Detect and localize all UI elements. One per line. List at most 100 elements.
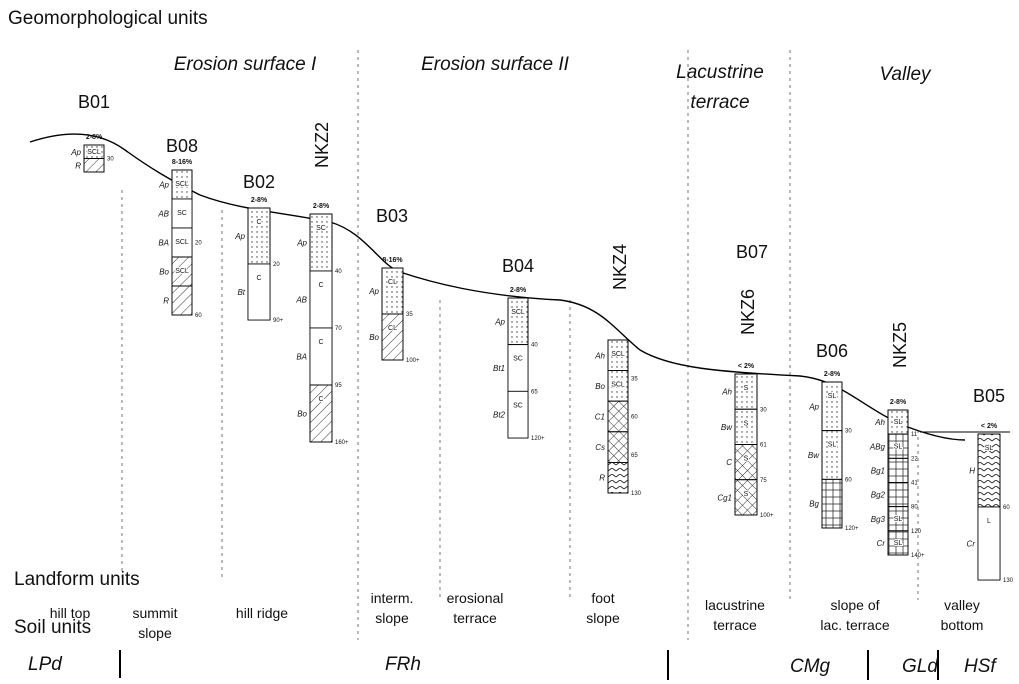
horizon-name: C1	[595, 413, 605, 422]
depth: 140+	[911, 553, 925, 559]
depth: 130	[631, 491, 642, 497]
landform-unit: terrace	[713, 617, 757, 633]
horizon-pattern	[310, 385, 332, 442]
soil-profile: B022-8%ApCBtC2090+	[234, 172, 283, 324]
slope: 2-8%	[251, 197, 268, 204]
depth: 30	[845, 429, 852, 435]
texture: SC	[177, 210, 187, 217]
horizon-name: Cs	[595, 443, 605, 452]
soil-profile: B07NKZ6< 2%AhSBwSCSCg1S306175100+	[717, 242, 774, 519]
slope: 2-8%	[313, 203, 330, 210]
landform-unit: hill ridge	[236, 605, 288, 621]
landform-unit: hill top	[50, 605, 91, 621]
landform-unit: slope	[138, 625, 172, 641]
horizon-name: AB	[295, 296, 307, 305]
profile-name: B03	[376, 206, 408, 226]
texture: S	[744, 385, 749, 392]
horizon-pattern	[310, 328, 332, 385]
soil-profile: NKZ52-8%AhSLABgSLBg1Bg2Bg3SLCrSL11224180…	[869, 322, 925, 559]
horizon-name: Ap	[296, 239, 307, 248]
slope: 8-16%	[382, 257, 403, 264]
soil-profile: NKZ22-8%ApSCABCBACBoC407095160+	[295, 122, 349, 446]
depth: 100+	[406, 358, 420, 364]
texture: C	[256, 219, 261, 226]
texture: C	[256, 275, 261, 282]
horizon-name: Bt2	[493, 411, 506, 420]
texture: SC	[316, 225, 326, 232]
horizon-pattern	[382, 268, 403, 314]
soil-profile: B062-8%ApSLBwSLBg3060120+	[808, 341, 859, 532]
horizon-pattern	[382, 314, 403, 360]
soil-unit: LPd	[28, 654, 63, 675]
depth: 70	[335, 326, 342, 332]
horizon-pattern	[508, 345, 528, 392]
horizon-name: Bw	[808, 451, 820, 460]
landform-unit: foot	[591, 590, 614, 606]
horizon-pattern	[608, 401, 628, 432]
texture: S	[744, 456, 749, 463]
horizon-name: Bo	[159, 268, 169, 277]
depth: 61	[760, 443, 767, 449]
horizon-name: Bg2	[871, 491, 886, 500]
horizon-name: Bg	[809, 500, 819, 509]
texture: SL	[894, 516, 903, 523]
diagram: Geomorphological units Landform units So…	[0, 0, 1019, 684]
depth: 35	[406, 312, 413, 318]
depth: 60	[1003, 505, 1010, 511]
geo-unit: Erosion surface II	[421, 54, 570, 75]
slope: < 2%	[981, 423, 998, 430]
texture: SC	[513, 356, 523, 363]
slope: < 2%	[738, 363, 755, 370]
horizon-pattern	[888, 483, 908, 507]
texture: SCL	[175, 181, 189, 188]
soil-profile: B012-8%ApSCLR30	[70, 92, 114, 172]
horizon-name: R	[75, 161, 81, 170]
profile-name: B08	[166, 136, 198, 156]
profile-name: B01	[78, 92, 110, 112]
horizon-name: H	[969, 467, 975, 476]
profile-name: NKZ5	[890, 322, 910, 368]
horizon-name: Ap	[808, 402, 819, 411]
horizon-name: BA	[296, 353, 307, 362]
texture: S	[744, 491, 749, 498]
horizon-pattern	[822, 382, 842, 431]
horizon-name: Bo	[369, 333, 379, 342]
soil-unit: FRh	[385, 654, 421, 675]
title: Geomorphological units	[8, 8, 208, 29]
texture: C	[318, 396, 323, 403]
texture: SL	[894, 419, 903, 426]
horizon-pattern	[508, 391, 528, 438]
texture: SCL	[175, 268, 189, 275]
depth: 30	[107, 157, 114, 163]
landform-unit: erosional	[447, 590, 504, 606]
texture: S	[744, 420, 749, 427]
landform-unit: summit	[132, 605, 177, 621]
texture: SCL	[175, 239, 189, 246]
horizon-pattern	[822, 431, 842, 480]
horizon-pattern	[608, 432, 628, 463]
geo-unit: Erosion surface I	[174, 54, 317, 75]
depth: 20	[195, 241, 202, 247]
horizon-name: Bo	[297, 410, 307, 419]
geo-unit: Valley	[879, 64, 932, 85]
depth: 120	[911, 529, 922, 535]
depth: 130	[1003, 578, 1014, 584]
horizon-name: Bg1	[871, 466, 885, 475]
texture: SL	[828, 393, 837, 400]
horizon-name: AB	[157, 210, 169, 219]
landform-unit: lacustrine	[705, 597, 765, 613]
texture: C	[318, 339, 323, 346]
horizon-name: Bg3	[871, 515, 886, 524]
soil-unit: HSf	[964, 656, 997, 677]
landform-unit: valley	[944, 597, 980, 613]
texture: SCL	[611, 351, 625, 358]
depth: 80	[911, 505, 918, 511]
texture: SCL	[611, 382, 625, 389]
texture: SL	[894, 443, 903, 450]
horizon-name: Bo	[595, 382, 605, 391]
horizon-name: BA	[158, 239, 169, 248]
horizon-name: Cr	[877, 539, 886, 548]
texture: SC	[513, 402, 523, 409]
horizon-name: Bw	[721, 423, 733, 432]
